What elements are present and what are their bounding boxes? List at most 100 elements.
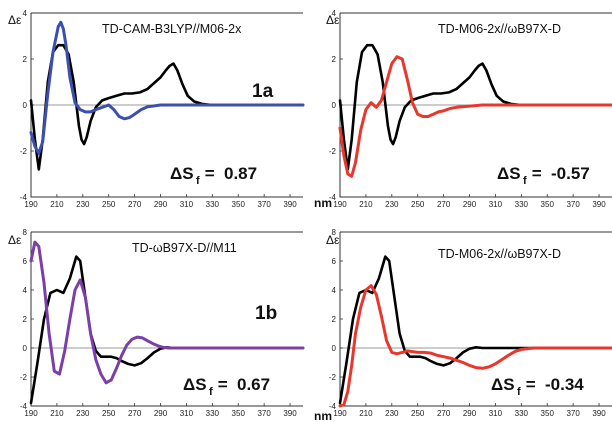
y-tick-label: 2 <box>23 55 28 64</box>
delta-sf-value: 0.67 <box>237 375 270 394</box>
y-tick-label: 0 <box>332 344 337 353</box>
calculated-cd-curve <box>29 20 305 155</box>
x-tick-label: 190 <box>333 200 347 209</box>
x-tick-label: 230 <box>76 200 90 209</box>
y-tick-label: -4 <box>329 402 337 411</box>
method-label: TD-ωB97X-D//M11 <box>132 241 237 255</box>
delta-sf-subscript: f <box>517 386 521 398</box>
x-tick-label: 350 <box>541 409 555 418</box>
y-tick-label: -4 <box>20 402 28 411</box>
x-tick-label: 370 <box>566 409 580 418</box>
delta-sf-label: ΔS f = 0.67 <box>183 375 270 398</box>
y-tick-label: 2 <box>332 315 337 324</box>
x-tick-label: 270 <box>128 200 142 209</box>
x-tick-label: 390 <box>592 200 606 209</box>
plot-layer: 190 210 230 250 270 290 310 330 350 370 390 -4 -2 0 2 4… <box>329 228 612 418</box>
delta-sf-prefix: ΔS <box>170 164 194 183</box>
delta-sf-subscript: f <box>523 175 527 187</box>
plot-layer: 190 210 230 250 270 290 310 330 350 370 390 -4 -2 0 2 4 <box>329 9 612 209</box>
y-axis-label: Δε <box>8 233 22 247</box>
y-tick-label: 0 <box>332 101 337 110</box>
x-tick-label: 250 <box>102 409 116 418</box>
delta-sf-value: -0.34 <box>545 375 584 394</box>
y-axis-label: Δε <box>8 13 22 27</box>
method-label: TD-M06-2x//ωB97X-D <box>438 247 561 261</box>
y-tick-label: 6 <box>332 257 337 266</box>
x-tick-label: 370 <box>257 409 271 418</box>
delta-sf-label: ΔS f = 0.87 <box>170 164 257 187</box>
x-tick-label: 250 <box>102 200 116 209</box>
delta-sf-equals: = <box>527 164 546 183</box>
x-tick-label: 290 <box>154 409 168 418</box>
x-tick-label: 310 <box>489 409 503 418</box>
y-axis-label: Δε <box>326 233 340 247</box>
calculated-cd-curve <box>338 284 612 408</box>
x-tick-label: 370 <box>257 200 271 209</box>
panel-1a-cam-b3lyp: 190 210 230 250 270 290 310 330 350 370 390 -4 -2 0 2 4… <box>8 9 305 209</box>
experimental-cd-curve <box>29 43 305 171</box>
y-tick-label: 0 <box>23 344 28 353</box>
y-tick-label: 6 <box>23 257 28 266</box>
x-tick-label: 350 <box>541 200 555 209</box>
delta-sf-subscript: f <box>196 175 200 187</box>
delta-sf-equals: = <box>200 164 219 183</box>
x-tick-label: 190 <box>24 409 38 418</box>
y-tick-label: 2 <box>23 315 28 324</box>
delta-sf-equals: = <box>521 375 540 394</box>
y-tick-label: 4 <box>23 286 28 295</box>
x-tick-label: 250 <box>411 200 425 209</box>
x-tick-label: 210 <box>359 200 373 209</box>
compound-label: 1b <box>255 303 277 324</box>
y-tick-label: -4 <box>329 193 337 202</box>
x-tick-label: 290 <box>463 200 477 209</box>
x-unit-label-bottom: nm <box>314 409 332 423</box>
plot-layer: 190 210 230 250 270 290 310 330 350 370 390 -4 -2 0 2 4 <box>20 9 305 209</box>
x-tick-label: 210 <box>50 409 64 418</box>
x-tick-label: 310 <box>180 409 194 418</box>
x-tick-label: 310 <box>489 200 503 209</box>
x-tick-label: 330 <box>515 200 529 209</box>
y-tick-label: -2 <box>329 373 337 382</box>
x-tick-label: 330 <box>206 409 220 418</box>
calculated-cd-curve <box>29 240 305 385</box>
x-tick-label: 270 <box>437 200 451 209</box>
delta-sf-prefix: ΔS <box>497 164 521 183</box>
x-tick-label: 230 <box>385 200 399 209</box>
x-tick-label: 370 <box>566 200 580 209</box>
x-tick-label: 350 <box>232 409 246 418</box>
y-tick-label: 4 <box>332 9 337 18</box>
panel-m06-2x-wb97xd-bottom: 190 210 230 250 270 290 310 330 350 370 390 -4 -2 0 2 4… <box>326 228 612 418</box>
y-tick-label: 8 <box>332 228 337 237</box>
x-tick-label: 390 <box>592 409 606 418</box>
x-tick-label: 290 <box>154 200 168 209</box>
delta-sf-value: 0.87 <box>224 164 257 183</box>
x-tick-label: 190 <box>24 200 38 209</box>
y-tick-label: -2 <box>20 147 28 156</box>
x-tick-label: 270 <box>128 409 142 418</box>
x-tick-label: 350 <box>232 200 246 209</box>
x-tick-label: 190 <box>333 409 347 418</box>
x-tick-label: 250 <box>411 409 425 418</box>
x-tick-label: 390 <box>283 200 297 209</box>
panel-1b-wb97xd: 190 210 230 250 270 290 310 330 350 370 390 -4 -2 0 2 4… <box>8 228 305 418</box>
method-label: TD-CAM-B3LYP//M06-2x <box>102 22 242 36</box>
x-tick-label: 230 <box>76 409 90 418</box>
compound-label: 1a <box>252 81 274 102</box>
y-tick-label: -4 <box>20 193 28 202</box>
y-tick-label: 8 <box>23 228 28 237</box>
y-tick-label: 2 <box>332 55 337 64</box>
y-tick-label: 4 <box>332 286 337 295</box>
method-label: TD-M06-2x//ωB97X-D <box>438 22 561 36</box>
x-tick-label: 330 <box>206 200 220 209</box>
x-tick-label: 230 <box>385 409 399 418</box>
panel-m06-2x-wb97xd-top: 190 210 230 250 270 290 310 330 350 370 390 -4 -2 0 2 4… <box>326 9 612 209</box>
x-tick-label: 290 <box>463 409 477 418</box>
delta-sf-label: ΔS f = -0.34 <box>491 375 584 398</box>
y-axis-label: Δε <box>326 13 340 27</box>
plot-layer: 190 210 230 250 270 290 310 330 350 370 390 -4 -2 0 2 4… <box>20 228 305 418</box>
x-tick-label: 390 <box>283 409 297 418</box>
y-tick-label: -2 <box>20 373 28 382</box>
experimental-cd-curve <box>338 43 612 171</box>
delta-sf-equals: = <box>213 375 232 394</box>
